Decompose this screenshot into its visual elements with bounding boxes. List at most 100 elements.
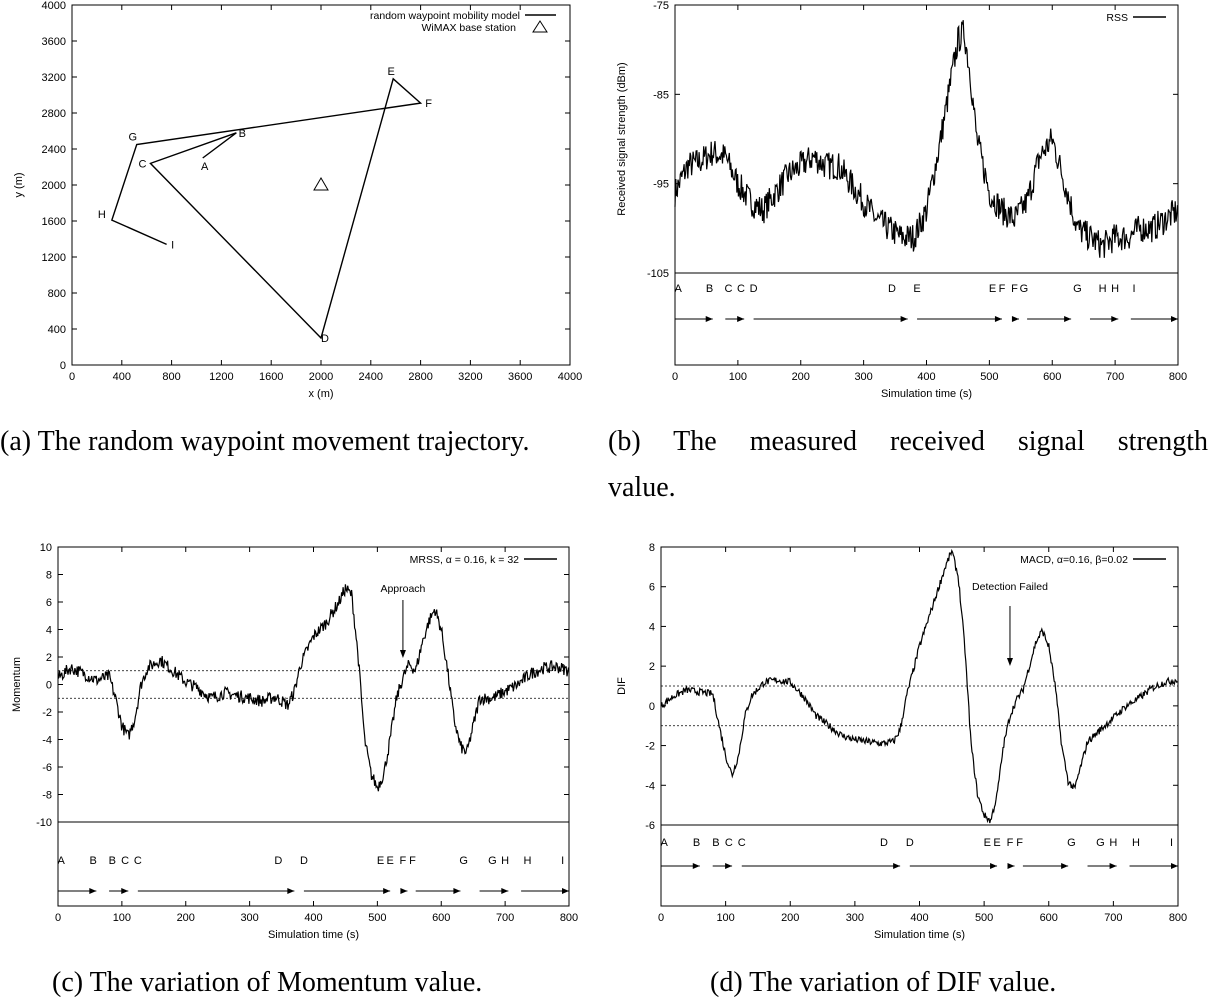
y-tick-label: 400 xyxy=(48,324,66,336)
waypoint-label-B: B xyxy=(239,128,246,140)
waypoint-marker-E: E xyxy=(984,837,991,849)
annotation-arrowhead xyxy=(399,650,406,658)
waypoint-label-H: H xyxy=(98,209,106,221)
waypoint-marker-G: G xyxy=(459,855,468,867)
waypoint-arrowhead xyxy=(990,863,998,869)
y-axis-label: Received signal strength (dBm) xyxy=(616,62,628,215)
x-tick-label: 1200 xyxy=(209,371,233,383)
plot-frame xyxy=(674,4,1179,366)
legend-label-base-station: WiMAX base station xyxy=(421,22,516,34)
caption-b-line1: (b) The measured received signal strengt… xyxy=(608,426,1208,457)
waypoint-label-A: A xyxy=(201,161,209,173)
waypoint-marker-E: E xyxy=(377,855,384,867)
waypoint-marker-H: H xyxy=(1132,837,1140,849)
caption-d: (d) The variation of DIF value. xyxy=(710,967,1057,998)
caption-b-line2: value. xyxy=(608,472,676,503)
waypoint-arrowhead xyxy=(1011,316,1019,322)
x-tick-label: 600 xyxy=(432,912,450,924)
waypoint-marker-C: C xyxy=(737,283,745,295)
x-axis-label: Simulation time (s) xyxy=(881,388,972,400)
x-tick-label: 2000 xyxy=(309,371,333,383)
waypoint-label-F: F xyxy=(425,98,432,110)
waypoint-marker-B: B xyxy=(712,837,719,849)
y-tick-label: -6 xyxy=(42,762,52,774)
waypoint-arrowhead xyxy=(562,888,569,894)
y-tick-label: 2800 xyxy=(42,108,66,120)
x-tick-label: 4000 xyxy=(558,371,582,383)
chart-c: 0 100 200 300 400 500 600 700 800 -10 -8 -6 -4 -2 0 2 4 6… xyxy=(11,542,578,941)
x-axis-label: x (m) xyxy=(308,388,333,400)
y-tick-label: -6 xyxy=(645,820,655,832)
y-axis-label: Momentum xyxy=(11,657,23,712)
x-tick-label: 0 xyxy=(658,912,664,924)
y-tick-label: 2 xyxy=(46,652,52,664)
waypoint-marker-E: E xyxy=(993,837,1000,849)
waypoint-marker-G: G xyxy=(488,855,497,867)
x-axis-label: Simulation time (s) xyxy=(268,929,359,941)
x-tick-label: 0 xyxy=(69,371,75,383)
x-tick-label: 500 xyxy=(368,912,386,924)
y-tick-label: 0 xyxy=(46,680,52,692)
waypoint-label-I: I xyxy=(171,239,174,251)
x-tick-label: 300 xyxy=(854,371,872,383)
x-tick-label: 1600 xyxy=(259,371,283,383)
waypoint-arrowhead xyxy=(89,888,97,894)
y-tick-label: -85 xyxy=(653,89,669,101)
x-tick-label: 700 xyxy=(1106,371,1124,383)
waypoint-marker-H: H xyxy=(524,855,532,867)
waypoint-marker-E: E xyxy=(913,283,920,295)
y-tick-label: 6 xyxy=(649,582,655,594)
x-tick-label: 100 xyxy=(729,371,747,383)
y-tick-label: -95 xyxy=(653,179,669,191)
waypoint-marker-I: I xyxy=(561,855,564,867)
waypoint-arrowhead xyxy=(287,888,295,894)
waypoint-label-E: E xyxy=(388,66,395,78)
series-line xyxy=(674,20,1179,258)
y-tick-label: 4 xyxy=(46,625,52,637)
x-tick-label: 200 xyxy=(781,912,799,924)
base-station-marker xyxy=(313,177,329,191)
waypoint-marker-A: A xyxy=(58,855,66,867)
series-line xyxy=(57,584,570,792)
waypoint-label-D: D xyxy=(321,333,329,345)
waypoint-marker-F: F xyxy=(400,855,407,867)
x-tick-label: 400 xyxy=(113,371,131,383)
waypoint-arrowhead xyxy=(692,863,700,869)
waypoint-arrowhead xyxy=(900,316,908,322)
x-tick-label: 400 xyxy=(910,912,928,924)
waypoint-marker-G: G xyxy=(1096,837,1105,849)
y-tick-label: -4 xyxy=(645,780,655,792)
waypoint-arrowhead xyxy=(893,863,901,869)
x-tick-label: 200 xyxy=(177,912,195,924)
waypoint-marker-G: G xyxy=(1067,837,1076,849)
x-tick-label: 400 xyxy=(917,371,935,383)
waypoint-arrowhead xyxy=(705,316,713,322)
waypoint-marker-E: E xyxy=(989,283,996,295)
waypoint-label-G: G xyxy=(128,132,137,144)
annotation-arrowhead xyxy=(1006,658,1013,666)
waypoint-marker-C: C xyxy=(724,283,732,295)
waypoint-marker-D: D xyxy=(880,837,888,849)
y-tick-label: -105 xyxy=(647,268,669,280)
y-tick-label: 2400 xyxy=(42,144,66,156)
caption-c: (c) The variation of Momentum value. xyxy=(52,967,483,998)
waypoint-label-C: C xyxy=(138,158,146,170)
waypoint-marker-F: F xyxy=(999,283,1006,295)
x-tick-label: 3200 xyxy=(458,371,482,383)
waypoint-marker-F: F xyxy=(1007,837,1014,849)
waypoint-marker-H: H xyxy=(1111,283,1119,295)
waypoint-marker-D: D xyxy=(750,283,758,295)
y-tick-label: 800 xyxy=(48,288,66,300)
waypoint-marker-I: I xyxy=(1132,283,1135,295)
y-tick-label: 0 xyxy=(60,360,66,372)
annotation-label: Approach xyxy=(380,583,425,595)
x-tick-label: 800 xyxy=(1169,371,1187,383)
waypoint-marker-G: G xyxy=(1020,283,1029,295)
legend-label-trajectory: random waypoint mobility model xyxy=(370,10,520,22)
y-tick-label: 1200 xyxy=(42,252,66,264)
waypoint-arrowhead xyxy=(1007,863,1015,869)
y-tick-label: 3200 xyxy=(42,72,66,84)
y-tick-label: -75 xyxy=(653,0,669,12)
y-tick-label: 0 xyxy=(649,701,655,713)
